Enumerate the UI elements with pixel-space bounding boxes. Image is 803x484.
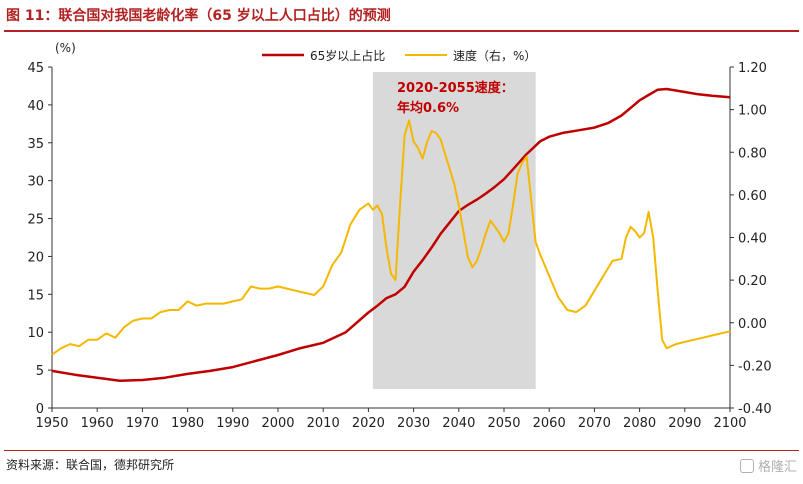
right-y-tick-label: 0.80 (738, 146, 767, 161)
right-y-tick-label: 0.00 (738, 317, 767, 332)
left-y-tick-label: 35 (27, 137, 44, 152)
growth-rate-series-line (51, 119, 731, 356)
figure-title: 图 11：联合国对我国老龄化率（65 岁以上人口占比）的预测 (6, 8, 391, 24)
x-tick-label: 2080 (623, 416, 656, 431)
left-y-tick-labels: 0 5 10 15 20 25 30 35 40 45 (27, 61, 52, 417)
left-y-tick-label: 10 (27, 326, 44, 341)
right-y-tick-labels: -0.40 -0.20 0.00 0.20 0.40 0.60 0.80 1.00 1.20 (730, 61, 772, 417)
x-tick-label: 1970 (126, 416, 159, 431)
left-y-tick-label: 5 (36, 364, 44, 379)
shaded-region (372, 72, 536, 389)
x-tick-label: 2010 (307, 416, 340, 431)
right-y-tick-label: 0.60 (738, 189, 767, 204)
footer-rule (4, 450, 799, 451)
left-y-tick-label: 15 (27, 288, 44, 303)
x-tick-label: 2040 (442, 416, 475, 431)
x-tick-label: 2000 (261, 416, 294, 431)
right-y-tick-label: -0.20 (738, 359, 772, 374)
watermark-text: 格隆汇 (757, 460, 797, 475)
right-y-tick-label: 0.20 (738, 274, 767, 289)
left-y-tick-label: 45 (27, 61, 44, 76)
x-tick-label: 2100 (713, 416, 746, 431)
x-tick-label: 1950 (35, 416, 68, 431)
left-y-tick-label: 40 (27, 99, 44, 114)
left-y-tick-label: 25 (27, 213, 44, 228)
series-group (51, 87, 731, 382)
x-tick-label: 1960 (81, 416, 114, 431)
right-y-tick-label: 1.20 (738, 61, 767, 76)
x-tick-label: 2090 (668, 416, 701, 431)
right-y-tick-label: 0.40 (738, 232, 767, 247)
legend-label: 速度（右，%） (453, 48, 536, 63)
watermark: 格隆汇 (739, 456, 797, 475)
left-y-tick-label: 30 (27, 175, 44, 190)
x-tick-label: 2050 (487, 416, 520, 431)
left-y-unit: (%) (55, 41, 76, 55)
left-y-tick-label: 20 (27, 250, 44, 265)
legend-label: 65岁以上占比 (310, 48, 385, 63)
x-tick-label: 2070 (578, 416, 611, 431)
annotation-line-1: 2020-2055速度： (397, 80, 514, 96)
annotation-line-2: 年均0.6% (397, 100, 459, 116)
x-tick-label: 1990 (216, 416, 249, 431)
right-y-tick-label: 1.00 (738, 104, 767, 119)
x-tick-labels: 1950 1960 1970 1980 1990 2000 2010 2020 2030 2040… (35, 408, 747, 431)
source-note: 资料来源：联合国，德邦研究所 (6, 458, 175, 472)
x-tick-label: 2030 (397, 416, 430, 431)
watermark-logo-icon (739, 459, 754, 473)
legend: 65岁以上占比 速度（右，%） (262, 48, 536, 63)
x-tick-label: 1980 (171, 416, 204, 431)
right-y-tick-label: -0.40 (738, 402, 772, 417)
title-rule (4, 30, 799, 32)
x-tick-label: 2060 (533, 416, 566, 431)
x-tick-label: 2020 (352, 416, 385, 431)
left-y-tick-label: 0 (36, 402, 44, 417)
